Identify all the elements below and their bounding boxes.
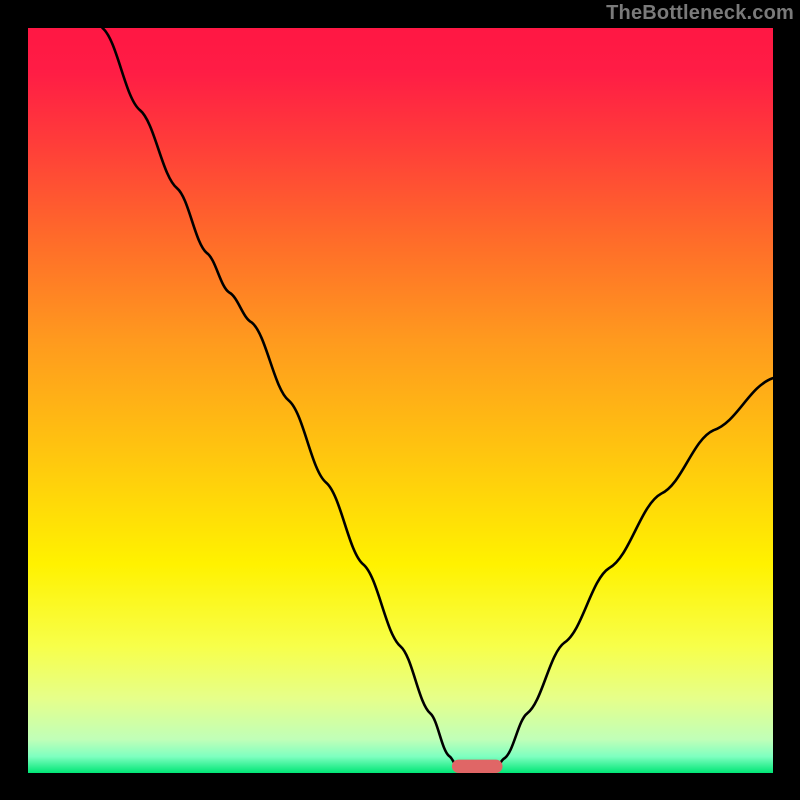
watermark-text: TheBottleneck.com [606, 2, 794, 25]
plot-area [28, 28, 773, 773]
chart-container: TheBottleneck.com [0, 0, 800, 800]
chart-overlay [28, 28, 773, 773]
optimal-marker [452, 760, 503, 773]
bottleneck-curve [103, 28, 774, 771]
